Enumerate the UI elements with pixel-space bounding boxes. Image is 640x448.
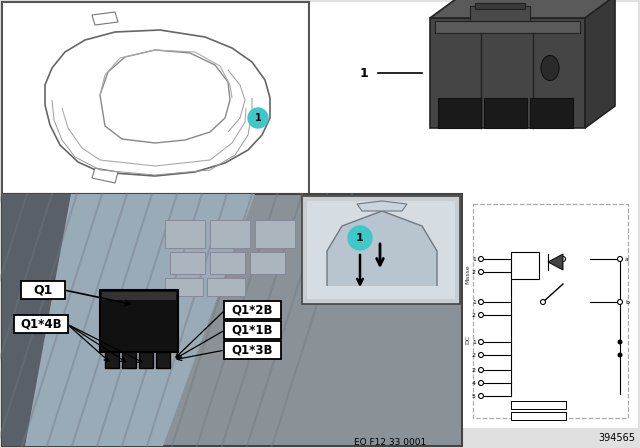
Text: DC: DC <box>465 334 470 344</box>
Bar <box>250 252 285 274</box>
Circle shape <box>479 393 483 399</box>
Text: 4: 4 <box>472 380 476 385</box>
Bar <box>463 194 638 428</box>
Bar <box>435 21 580 33</box>
Bar <box>473 204 628 418</box>
Text: 2: 2 <box>472 353 476 358</box>
Text: b: b <box>625 300 629 305</box>
FancyBboxPatch shape <box>224 301 281 319</box>
Bar <box>438 98 481 128</box>
Bar <box>100 290 178 352</box>
Polygon shape <box>585 0 615 128</box>
Circle shape <box>618 353 623 358</box>
Text: 2: 2 <box>472 367 476 372</box>
Circle shape <box>618 300 623 305</box>
Bar <box>156 352 170 368</box>
Text: 1: 1 <box>255 113 261 123</box>
Polygon shape <box>92 12 118 25</box>
Bar <box>102 292 176 300</box>
Bar <box>430 18 585 128</box>
Text: 1: 1 <box>356 233 364 243</box>
Bar <box>484 98 527 128</box>
Polygon shape <box>2 194 255 446</box>
FancyBboxPatch shape <box>224 341 281 359</box>
Circle shape <box>348 226 372 250</box>
Text: 1: 1 <box>472 340 476 345</box>
Bar <box>105 352 119 368</box>
Bar <box>165 278 203 296</box>
Circle shape <box>479 300 483 305</box>
Circle shape <box>248 108 268 128</box>
Circle shape <box>618 340 623 345</box>
Circle shape <box>479 257 483 262</box>
Bar <box>2 2 309 194</box>
Circle shape <box>541 300 545 305</box>
FancyBboxPatch shape <box>14 315 68 333</box>
Circle shape <box>479 367 483 372</box>
Text: 1: 1 <box>472 257 476 262</box>
Text: 2: 2 <box>472 313 476 318</box>
Bar <box>470 6 530 21</box>
Text: Masse: Masse <box>465 264 470 284</box>
Text: Q1*3B: Q1*3B <box>231 344 273 357</box>
Bar <box>2 194 462 446</box>
Text: 1: 1 <box>472 300 476 305</box>
Polygon shape <box>430 0 615 18</box>
Text: EO F12 33 0001: EO F12 33 0001 <box>354 438 426 447</box>
Bar <box>170 252 205 274</box>
Bar <box>210 252 245 274</box>
Bar <box>511 252 539 279</box>
Text: 5: 5 <box>472 393 476 399</box>
Text: Q1*4B: Q1*4B <box>20 318 62 331</box>
Text: Q1*2B: Q1*2B <box>231 303 273 316</box>
Bar <box>530 98 573 128</box>
Text: Q1*1B: Q1*1B <box>231 323 273 336</box>
Polygon shape <box>45 30 270 176</box>
Circle shape <box>479 353 483 358</box>
Ellipse shape <box>541 56 559 81</box>
Bar <box>207 278 245 296</box>
Text: 1: 1 <box>359 66 368 79</box>
Bar <box>475 3 525 9</box>
Bar <box>511 401 566 409</box>
Text: Q1: Q1 <box>33 284 52 297</box>
Bar <box>302 196 460 304</box>
Circle shape <box>479 380 483 385</box>
Polygon shape <box>92 168 118 183</box>
Polygon shape <box>25 194 255 446</box>
Polygon shape <box>548 254 563 270</box>
Circle shape <box>479 313 483 318</box>
Circle shape <box>479 270 483 275</box>
FancyBboxPatch shape <box>21 281 65 299</box>
Text: 394565: 394565 <box>598 433 635 443</box>
Bar <box>255 220 295 248</box>
Bar <box>165 220 205 248</box>
Polygon shape <box>327 211 437 286</box>
Circle shape <box>561 257 566 262</box>
Bar <box>310 2 638 197</box>
Text: 2: 2 <box>472 270 476 275</box>
Bar <box>307 201 455 299</box>
Circle shape <box>479 340 483 345</box>
Circle shape <box>618 257 623 262</box>
Bar <box>139 352 153 368</box>
Bar <box>210 220 250 248</box>
Polygon shape <box>357 201 407 211</box>
FancyBboxPatch shape <box>224 321 281 339</box>
Text: a: a <box>625 257 629 262</box>
Bar <box>511 412 566 420</box>
Polygon shape <box>100 50 230 143</box>
Bar <box>122 352 136 368</box>
